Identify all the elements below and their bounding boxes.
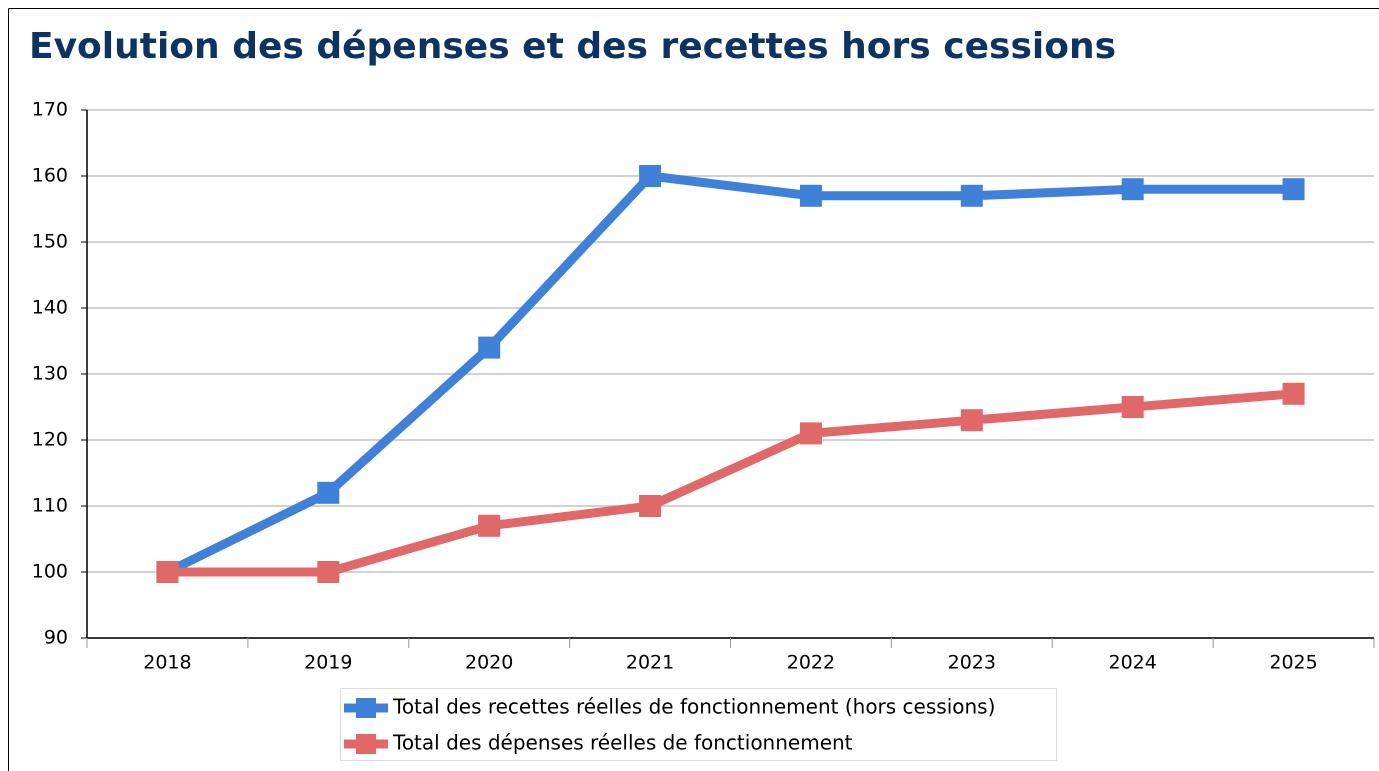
marker [1121, 178, 1144, 201]
y-tick-label: 90 [44, 627, 68, 649]
y-tick-label: 170 [32, 99, 68, 121]
y-tick-label: 130 [32, 363, 68, 385]
marker [960, 184, 983, 207]
marker [799, 422, 822, 445]
x-tick-label: 2024 [1109, 652, 1157, 674]
marker [156, 561, 179, 583]
marker [960, 409, 983, 432]
y-tick-label: 140 [32, 297, 68, 319]
x-tick-label: 2020 [465, 652, 513, 674]
y-tick-label: 100 [32, 561, 68, 583]
y-tick-label: 160 [32, 165, 68, 187]
x-tick-label: 2023 [948, 652, 996, 674]
x-tick-label: 2022 [787, 652, 835, 674]
y-tick-label: 120 [32, 429, 68, 451]
series-line [167, 389, 1294, 577]
marker [1282, 382, 1305, 405]
marker [1282, 178, 1305, 201]
legend-marker [356, 698, 376, 718]
marker [317, 481, 340, 504]
marker [639, 165, 662, 187]
marker [478, 514, 501, 537]
marker [639, 495, 662, 517]
x-tick-label: 2021 [626, 652, 674, 674]
y-tick-label: 110 [32, 495, 68, 517]
y-tick-label: 150 [32, 231, 68, 253]
legend-label: Total des recettes réelles de fonctionne… [392, 695, 995, 719]
legend-box [340, 688, 1057, 761]
marker [317, 561, 340, 583]
series-line [165, 171, 1294, 577]
legend-marker [356, 734, 376, 754]
x-tick-label: 2018 [143, 652, 191, 674]
marker [478, 336, 501, 359]
x-tick-label: 2019 [304, 652, 352, 674]
marker [799, 184, 822, 207]
chart-title: Evolution des dépenses et des recettes h… [29, 26, 1116, 67]
x-tick-label: 2025 [1269, 652, 1317, 674]
marker [1121, 396, 1144, 418]
legend-label: Total des dépenses réelles de fonctionne… [392, 731, 853, 755]
